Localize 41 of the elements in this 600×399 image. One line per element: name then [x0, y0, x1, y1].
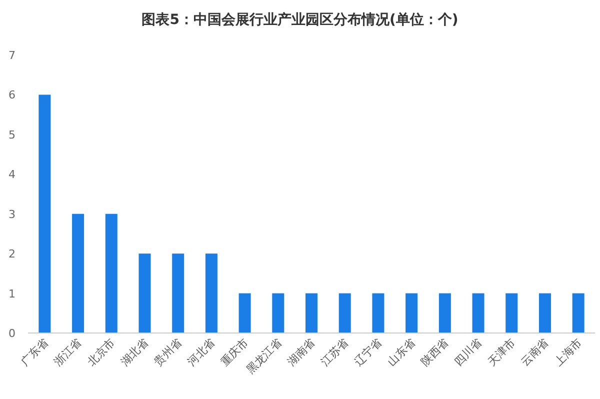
bar [205, 254, 218, 333]
y-tick-label: 1 [8, 287, 16, 300]
x-tick-label: 湖北省 [118, 336, 151, 368]
bar [538, 293, 551, 333]
bar [105, 214, 118, 333]
y-tick-label: 0 [8, 327, 16, 340]
x-tick-label: 湖南省 [285, 336, 318, 368]
x-tick-label: 四川省 [452, 336, 484, 368]
x-tick-label: 北京市 [84, 336, 118, 368]
y-tick-label: 5 [8, 128, 16, 142]
bar [438, 293, 451, 333]
y-tick-label: 6 [8, 88, 16, 102]
x-tick-label: 河北省 [185, 336, 218, 368]
x-tick-label: 贵州省 [152, 336, 184, 368]
bar [472, 293, 484, 333]
bar [172, 254, 184, 333]
y-tick-label: 3 [8, 208, 16, 221]
y-tick-label: 7 [8, 49, 16, 62]
x-tick-label: 上海市 [552, 336, 584, 368]
x-tick-label: 浙江省 [52, 336, 84, 368]
bar [372, 293, 384, 333]
chart-title: 图表5：中国会展行业产业园区分布情况(单位：个) [142, 11, 458, 28]
x-tick-label: 广东省 [18, 336, 51, 368]
y-tick-label: 2 [8, 248, 16, 261]
bar [138, 254, 151, 333]
y-tick-label: 4 [8, 168, 16, 182]
bar [506, 293, 518, 333]
bar [272, 293, 284, 333]
bar [406, 293, 418, 333]
x-tick-label: 辽宁省 [352, 336, 384, 368]
bar [238, 293, 251, 333]
bar [305, 293, 318, 333]
bar [38, 94, 51, 333]
bar [72, 214, 84, 333]
x-tick-label: 云南省 [518, 336, 552, 368]
x-tick-label: 山东省 [385, 336, 418, 368]
x-tick-label: 天津市 [485, 336, 518, 368]
bar [572, 293, 584, 333]
bar [338, 293, 351, 333]
x-tick-label: 江苏省 [318, 336, 351, 368]
x-tick-label: 陕西省 [418, 336, 452, 368]
